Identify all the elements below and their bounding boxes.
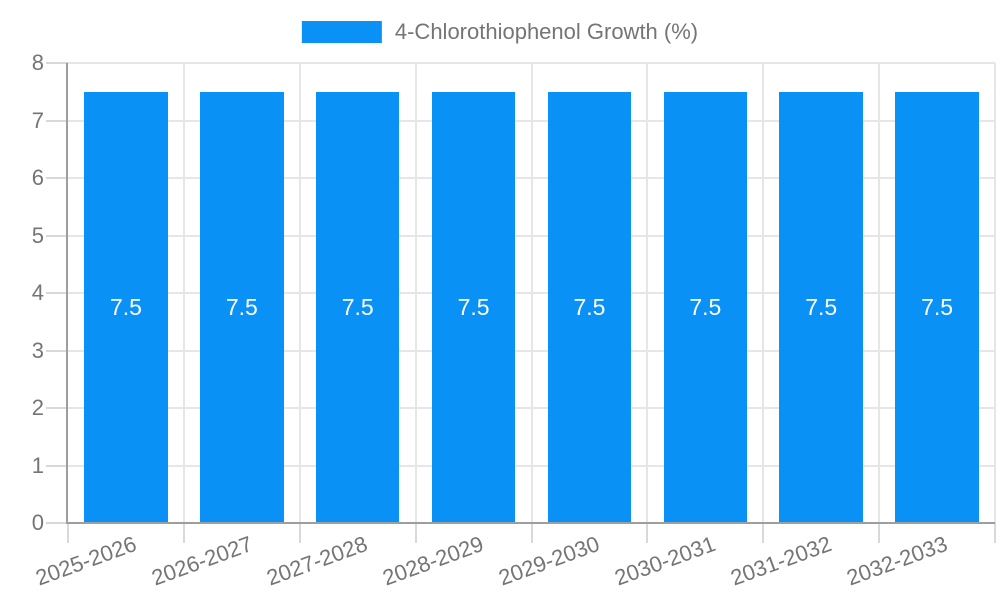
x-tick: [298, 523, 301, 543]
bar[interactable]: 7.5: [779, 91, 863, 523]
bar[interactable]: 7.5: [547, 91, 632, 523]
x-tick: [530, 523, 533, 543]
y-axis-tick-label: 6: [31, 165, 44, 190]
bar-value-label: 7.5: [457, 293, 490, 320]
bar-value-label: 7.5: [921, 293, 954, 320]
x-axis-category-label: 2027-2028: [263, 531, 372, 591]
x-axis-line: [66, 522, 995, 524]
bar[interactable]: 7.5: [663, 91, 748, 523]
y-axis-tick-label: 5: [31, 222, 44, 248]
x-tick: [878, 523, 881, 543]
y-tick: [46, 464, 68, 467]
y-tick: [46, 62, 68, 64]
bar[interactable]: 7.5: [84, 91, 168, 523]
y-axis-tick-label: 7: [31, 107, 44, 133]
y-tick: [46, 522, 68, 524]
legend-swatch: [301, 21, 382, 43]
bar-value-label: 7.5: [109, 293, 142, 320]
plot-area: 7.5 7.5 7.5 7.5 7.5 7.5 7.5 7.5: [68, 62, 996, 523]
bar-value-label: 7.5: [341, 293, 374, 320]
y-axis-tick-label: 1: [31, 452, 44, 478]
legend-series-label: 4-Chlorothiophenol Growth (%): [394, 19, 699, 44]
v-gridline: [414, 63, 417, 523]
y-tick: [46, 407, 68, 409]
v-gridline: [878, 63, 881, 523]
v-gridline: [182, 63, 185, 523]
y-tick: [46, 234, 68, 237]
x-tick: [994, 523, 996, 543]
y-axis-tick-label: 8: [31, 50, 44, 75]
x-axis-category-label: 2032-2033: [843, 531, 951, 591]
y-axis-tick-label: 4: [31, 280, 44, 305]
bar-value-label: 7.5: [573, 293, 606, 320]
y-axis-tick-label: 2: [31, 395, 44, 420]
y-tick: [46, 349, 68, 352]
legend[interactable]: 4-Chlorothiophenol Growth (%): [301, 19, 699, 44]
bar[interactable]: 7.5: [315, 91, 400, 523]
x-tick: [646, 523, 649, 543]
y-tick: [46, 177, 68, 179]
x-axis-category-label: 2030-2031: [611, 531, 719, 591]
y-tick: [46, 119, 68, 122]
x-tick: [182, 523, 185, 543]
v-gridline: [530, 63, 533, 523]
x-tick: [762, 523, 765, 543]
x-tick: [67, 523, 69, 543]
x-axis-category-label: 2026-2027: [147, 531, 256, 591]
bar-value-label: 7.5: [689, 293, 722, 320]
y-axis-line: [66, 63, 68, 523]
x-tick: [414, 523, 417, 543]
x-axis-category-label: 2028-2029: [379, 531, 488, 591]
x-axis-category-label: 2025-2026: [32, 531, 140, 591]
bar[interactable]: 7.5: [895, 91, 979, 523]
v-gridline: [762, 63, 765, 523]
x-axis-category-label: 2031-2032: [727, 531, 835, 591]
y-axis-tick-label: 3: [31, 337, 44, 363]
bar-value-label: 7.5: [225, 293, 258, 320]
v-gridline: [298, 63, 301, 523]
y-axis-tick-label: 0: [31, 510, 44, 535]
v-gridline: [994, 63, 996, 523]
bar[interactable]: 7.5: [200, 91, 284, 523]
x-axis-category-label: 2029-2030: [495, 531, 603, 591]
bar[interactable]: 7.5: [431, 91, 516, 523]
bar-value-label: 7.5: [805, 293, 838, 320]
v-gridline: [646, 63, 649, 523]
y-tick: [46, 292, 68, 294]
